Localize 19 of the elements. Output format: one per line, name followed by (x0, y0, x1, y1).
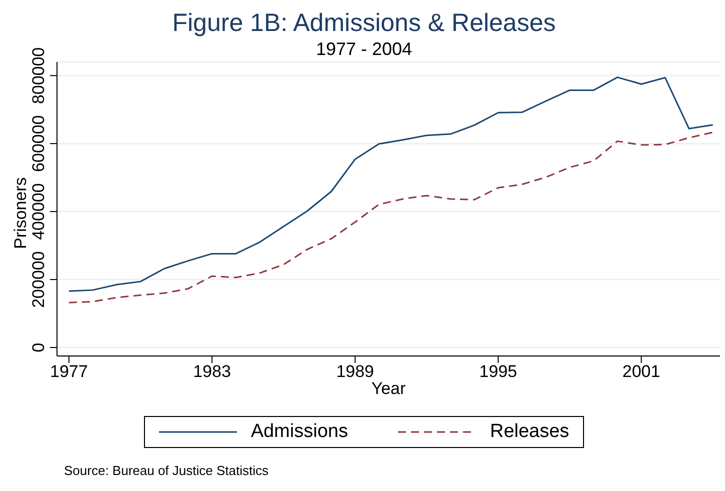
legend-label: Admissions (250, 421, 348, 443)
chart-subtitle: 1977 - 2004 (316, 39, 412, 59)
y-axis-title: Prisoners (11, 177, 30, 249)
x-tick-label: 1989 (336, 362, 374, 382)
y-tick-label: 400000 (29, 183, 48, 240)
x-axis-title: Year (371, 379, 406, 398)
chart-title: Figure 1B: Admissions & Releases (171, 8, 557, 38)
line-series (68, 76, 714, 292)
y-tick-label: 800000 (29, 47, 48, 104)
x-tick-label: 1983 (193, 362, 231, 382)
y-tick-label: 600000 (29, 115, 48, 172)
legend-label: Releases (488, 421, 570, 443)
line-series (68, 132, 714, 304)
source-note: Source: Bureau of Justice Statistics (64, 463, 268, 478)
y-tick-label: 200000 (29, 251, 48, 308)
y-tick-label: 0 (29, 342, 48, 352)
x-tick-label: 1995 (479, 362, 518, 382)
x-tick-label: 1977 (50, 362, 88, 382)
x-tick-label: 2001 (622, 362, 660, 382)
